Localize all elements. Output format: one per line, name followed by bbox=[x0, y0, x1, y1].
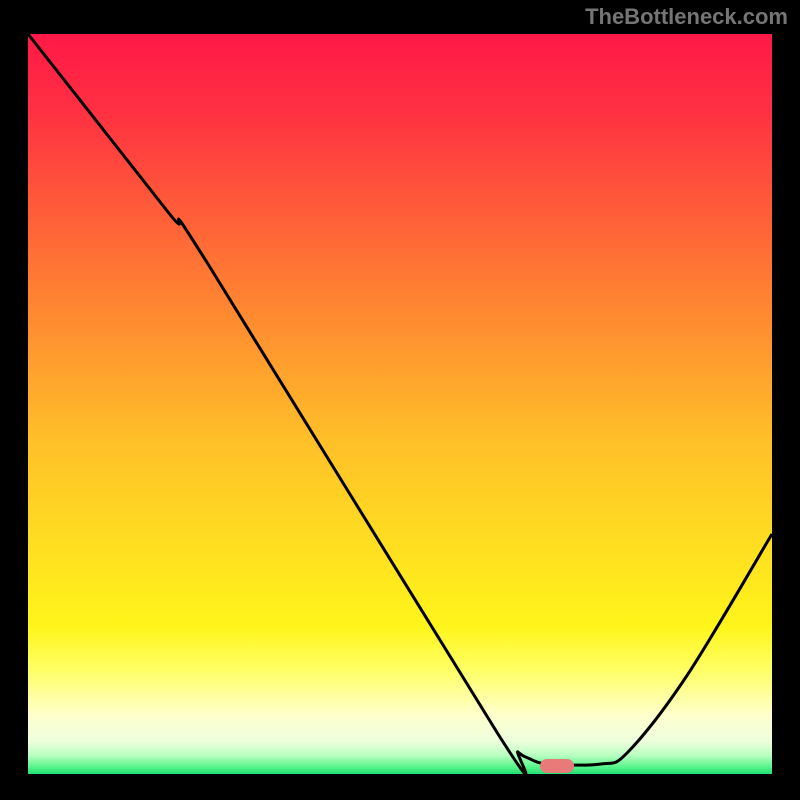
plot-area bbox=[28, 34, 772, 774]
watermark-text: TheBottleneck.com bbox=[585, 4, 788, 30]
gradient-background bbox=[28, 34, 772, 774]
optimal-marker bbox=[540, 759, 574, 773]
chart-container: TheBottleneck.com bbox=[0, 0, 800, 800]
